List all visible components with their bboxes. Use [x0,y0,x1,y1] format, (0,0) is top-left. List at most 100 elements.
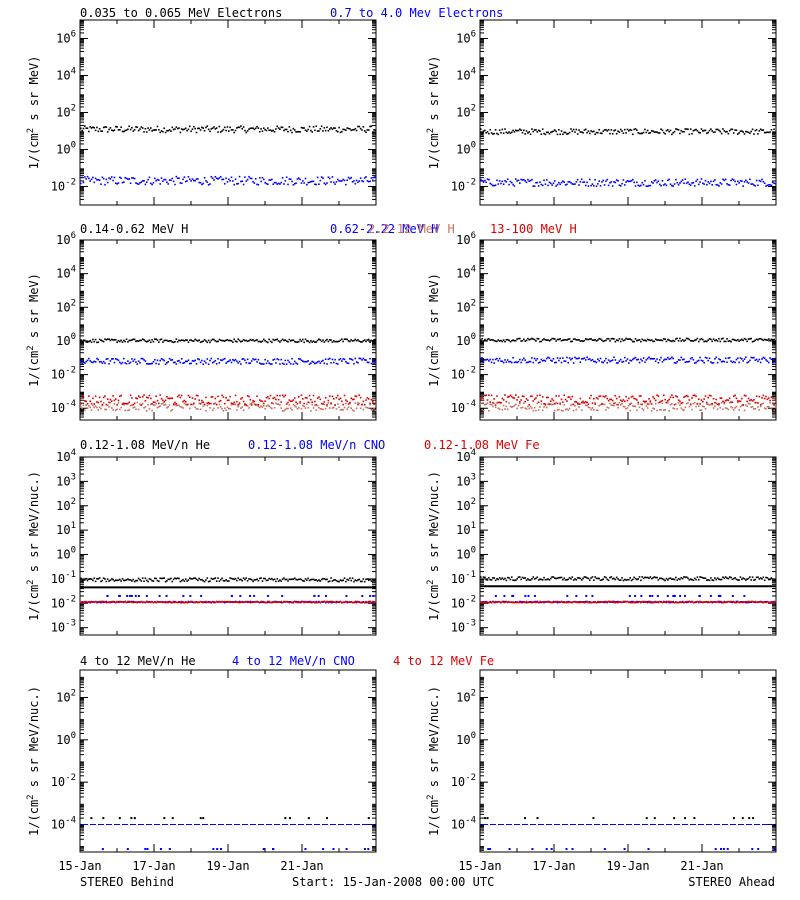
data-point [571,340,574,343]
data-point [629,577,631,579]
data-point [362,340,365,342]
data-point [97,401,100,404]
data-point [281,601,284,604]
data-point [505,405,508,408]
data-point [201,601,203,603]
data-point [715,128,718,131]
data-point [633,340,635,343]
data-point [704,179,707,182]
data-point [757,406,759,408]
data-point [601,132,603,135]
data-point [117,339,120,342]
data-point [112,358,114,360]
data-point [525,130,528,132]
data-point [277,403,280,406]
data-point [662,131,665,134]
data-point [485,181,487,184]
data-point [269,394,272,397]
data-point [237,338,240,341]
data-point [734,577,736,579]
data-point [350,358,353,361]
data-point [260,405,262,407]
data-point [143,407,145,409]
data-point [626,578,629,581]
data-point [179,405,182,408]
data-point [175,403,178,405]
data-point [253,594,256,597]
data-point [493,132,496,135]
data-point [264,400,266,402]
data-point [144,406,147,408]
data-point [210,396,213,398]
data-point [261,340,264,342]
data-point [754,185,757,187]
data-point [241,127,244,130]
data-point [566,400,568,402]
data-point [293,397,296,399]
data-point [136,340,139,342]
data-point [341,130,343,133]
data-point [662,578,665,581]
data-point [163,339,166,342]
data-point [355,600,358,603]
data-point [132,406,135,409]
data-point [564,338,567,341]
data-point [562,357,564,359]
data-point [587,338,590,341]
data-point [327,340,330,343]
data-point [314,579,316,581]
data-point [563,360,566,362]
data-point [365,131,367,134]
data-point [642,400,645,403]
data-point [311,578,314,581]
data-point [736,357,739,360]
data-point [695,128,697,131]
data-point [342,128,344,131]
data-point [773,128,775,131]
data-point [191,340,194,342]
data-point [194,179,196,182]
data-point [174,601,176,604]
data-point [481,357,483,359]
data-point [221,394,223,397]
data-point [480,398,482,400]
data-point [548,357,551,360]
data-point [629,338,631,340]
data-point [519,402,521,405]
y-tick-label: 10-1 [451,570,476,586]
data-point [310,578,312,581]
data-point [642,183,645,186]
data-point [218,361,221,364]
data-point [726,338,728,340]
data-point [236,400,238,403]
data-point [128,401,131,404]
data-point [638,132,641,135]
data-point [610,576,613,578]
data-point [350,129,353,132]
data-point [571,576,574,578]
data-point [664,358,666,361]
data-point [114,358,117,360]
data-point [646,403,649,405]
data-point [374,601,377,603]
data-point [597,577,599,580]
data-point [271,402,273,404]
data-point [576,402,579,405]
data-point [716,361,719,364]
data-point [646,357,649,360]
data-point [296,408,299,410]
y-tick-label: 10-3 [451,619,476,635]
data-point [145,594,148,597]
data-point [96,357,98,360]
data-point [277,340,280,342]
data-point [162,402,164,405]
data-point [319,339,322,341]
data-point [766,339,769,341]
data-point [769,339,771,342]
data-point [580,131,583,133]
data-point [328,580,331,583]
data-point [160,577,163,580]
data-point [607,184,610,187]
data-point [359,580,362,583]
data-point [761,578,763,580]
